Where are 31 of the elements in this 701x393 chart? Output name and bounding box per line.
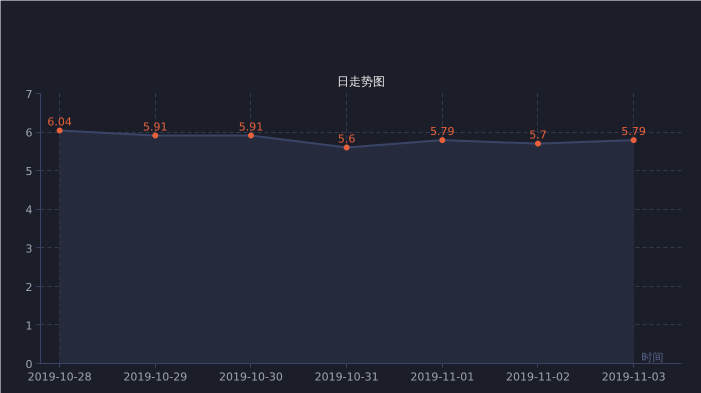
data-label: 5.79 xyxy=(430,125,455,138)
point xyxy=(630,137,637,144)
data-label: 6.04 xyxy=(47,116,72,129)
y-tick-label: 7 xyxy=(26,88,32,101)
data-label: 5.6 xyxy=(338,132,356,146)
y-tick-label: 0 xyxy=(26,358,32,371)
data-label: 5.91 xyxy=(238,120,264,134)
point xyxy=(439,137,446,144)
chart-title: 日走势图 xyxy=(337,74,385,88)
data-label: 5.7 xyxy=(529,128,547,142)
x-tick-label: 2019-11-02 xyxy=(506,370,570,384)
point xyxy=(534,140,541,147)
y-tick-label: 5 xyxy=(26,165,32,178)
x-tick-label: 2019-11-03 xyxy=(602,370,666,384)
data-label: 5.91 xyxy=(143,120,168,134)
x-tick-label: 2019-10-30 xyxy=(219,370,283,384)
point xyxy=(56,128,63,134)
y-tick-label: 4 xyxy=(26,204,32,217)
point xyxy=(152,132,158,139)
x-tick-label: 2019-10-29 xyxy=(123,370,188,384)
y-tick-label: 2 xyxy=(26,280,32,294)
y-tick-label: 1 xyxy=(26,319,32,332)
data-label: 5.79 xyxy=(621,125,646,138)
point xyxy=(248,132,254,139)
y-tick-label: 3 xyxy=(26,242,32,256)
y-tick-label: 6 xyxy=(26,126,32,140)
x-tick-label: 2019-10-28 xyxy=(28,370,92,384)
point xyxy=(344,144,350,150)
x-tick-label: 2019-11-01 xyxy=(410,370,474,384)
x-tick-label: 2019-10-31 xyxy=(314,370,379,384)
x-axis-title: 时间 xyxy=(642,351,664,364)
